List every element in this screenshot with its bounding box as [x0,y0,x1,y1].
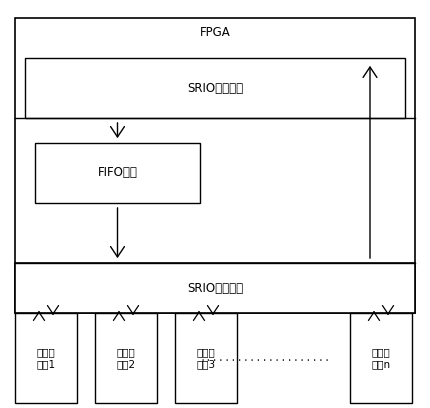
Bar [35,143,200,203]
Text: 芯片或
板卡3: 芯片或 板卡3 [197,347,215,369]
Bar [175,313,237,403]
Text: FIFO模块: FIFO模块 [98,166,138,180]
Text: 芯片或
板卡n: 芯片或 板卡n [372,347,390,369]
Text: SRIO接口模块: SRIO接口模块 [187,282,243,295]
Text: SRIO互联模块: SRIO互联模块 [187,82,243,95]
Bar [350,313,412,403]
Bar [25,58,405,118]
Text: 芯片或
板卡1: 芯片或 板卡1 [37,347,55,369]
Bar [15,18,415,313]
Text: .....................: ..................... [200,353,331,363]
Bar [15,263,415,313]
Text: FPGA: FPGA [200,26,230,39]
Bar [95,313,157,403]
Bar [15,313,77,403]
Text: 芯片或
板卡2: 芯片或 板卡2 [117,347,135,369]
